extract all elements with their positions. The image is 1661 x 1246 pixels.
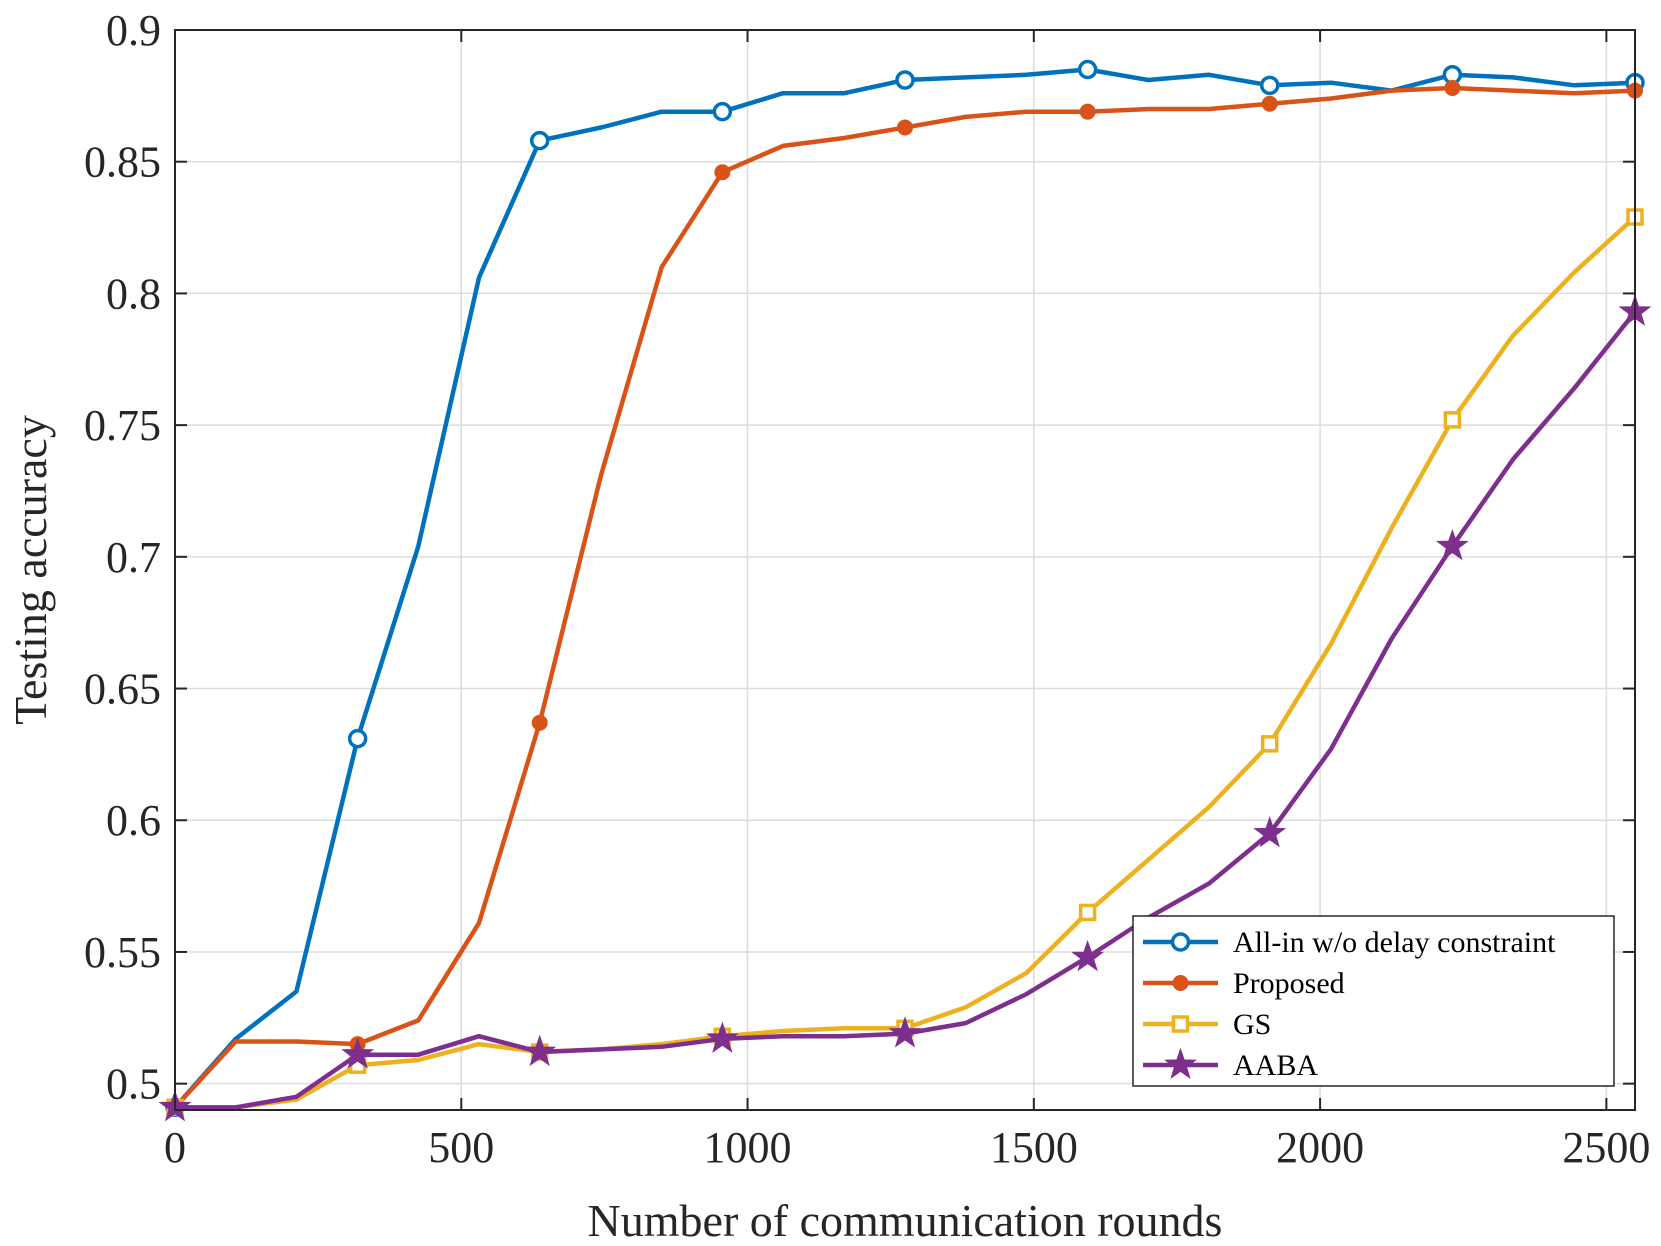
- tick-labels: 0 500 1000 1500 2000 2500 0.5 0.55 0.6 0.65 0.7 0.7…: [84, 6, 1650, 1172]
- data-point: [705, 1021, 739, 1053]
- data-point: [714, 164, 731, 181]
- legend-swatch-marker: [1164, 1047, 1197, 1079]
- legend-label: Proposed: [1233, 967, 1345, 1000]
- legend-label: AABA: [1233, 1049, 1318, 1082]
- data-point: [1261, 95, 1278, 112]
- data-point: [1078, 903, 1097, 922]
- legend-swatch-marker: [1172, 975, 1189, 991]
- y-tick-label: 0.6: [106, 796, 161, 845]
- x-tick-label: 1500: [990, 1123, 1078, 1172]
- data-point: [523, 1034, 557, 1067]
- x-tick-label: 500: [428, 1123, 494, 1172]
- legend-label: All-in w/o delay constraint: [1233, 926, 1556, 959]
- data-point: [1259, 75, 1280, 96]
- data-point: [1077, 59, 1098, 80]
- series-layer: [158, 59, 1652, 1122]
- y-tick-label: 0.8: [106, 269, 161, 318]
- legend-box: [1132, 915, 1615, 1087]
- y-tick-label: 0.55: [84, 928, 161, 977]
- y-tick-label: 0.5: [106, 1060, 161, 1109]
- grid: [175, 30, 1635, 1110]
- y-tick-label: 0.7: [106, 533, 161, 582]
- legend: All-in w/o delay constraint Proposed GS AAB…: [1132, 915, 1615, 1087]
- data-point: [897, 119, 913, 136]
- legend-swatch-marker: [1171, 1015, 1190, 1033]
- legend-item: AABA: [1143, 1047, 1318, 1082]
- data-point: [1435, 529, 1469, 561]
- data-point: [1444, 79, 1461, 96]
- y-axis-title: Testing accuracy: [5, 415, 56, 725]
- data-point: [1071, 939, 1105, 972]
- data-point: [895, 70, 915, 90]
- y-tick-label: 0.85: [84, 138, 161, 187]
- data-point: [888, 1016, 922, 1048]
- x-tick-label: 2000: [1276, 1123, 1364, 1172]
- data-point: [347, 728, 368, 749]
- x-tick-label: 1000: [704, 1123, 792, 1172]
- legend-item: All-in w/o delay constraint: [1143, 926, 1556, 959]
- data-point: [531, 714, 548, 731]
- data-point: [341, 1037, 375, 1069]
- data-point: [1443, 411, 1462, 429]
- data-point: [529, 130, 550, 151]
- data-point: [1079, 103, 1096, 120]
- ticks: [174, 29, 1635, 1110]
- y-tick-label: 0.75: [84, 401, 161, 450]
- y-tick-label: 0.9: [106, 6, 161, 55]
- legend-item: GS: [1143, 1008, 1271, 1041]
- legend-label: GS: [1233, 1008, 1271, 1041]
- data-point: [1260, 735, 1279, 753]
- x-tick-label: 2500: [1562, 1123, 1650, 1172]
- plot-frame: [174, 29, 1636, 1111]
- y-tick-label: 0.65: [84, 665, 161, 714]
- legend-swatch-marker: [1170, 932, 1191, 952]
- data-point: [712, 101, 733, 122]
- data-point: [1253, 816, 1287, 848]
- x-axis-title: Number of communication rounds: [588, 1195, 1223, 1246]
- legend-item: Proposed: [1143, 967, 1345, 1000]
- x-tick-label: 0: [164, 1123, 186, 1172]
